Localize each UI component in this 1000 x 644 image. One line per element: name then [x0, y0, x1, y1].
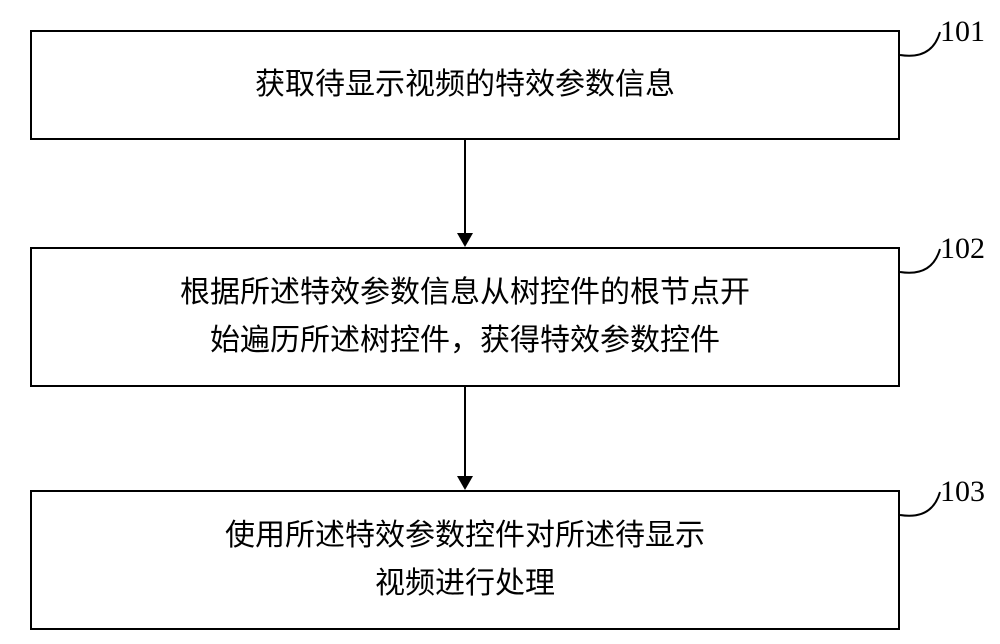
arrow-line-0 — [464, 140, 466, 235]
callout-n3 — [0, 0, 1000, 644]
arrow-line-1 — [464, 387, 466, 478]
arrow-head-1 — [457, 476, 473, 490]
arrow-head-0 — [457, 233, 473, 247]
